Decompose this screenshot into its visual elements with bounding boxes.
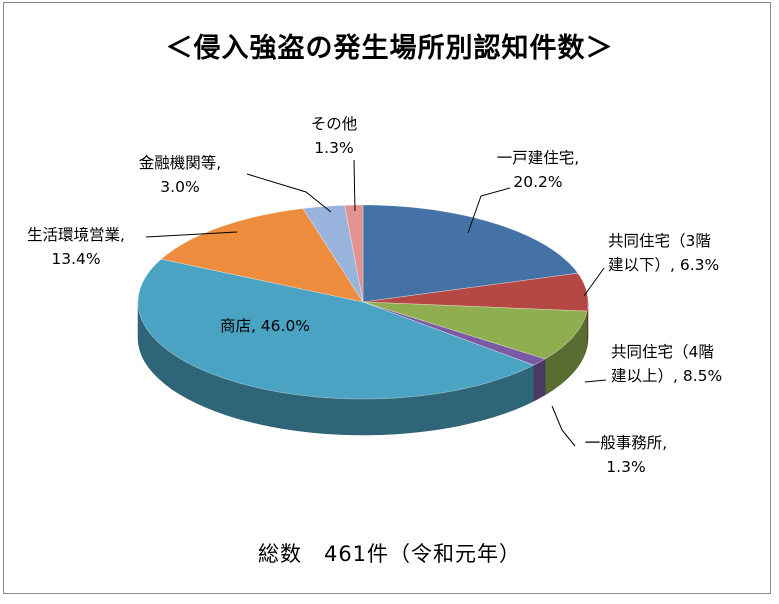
chart-subtitle: 総数 461件（令和元年） (257, 542, 522, 566)
pie-slice-5 (137, 258, 535, 400)
chart-title: ＜侵入強盗の発生場所別認知件数＞ (165, 33, 614, 64)
pie-labels: 一戸建住宅, 20.2% 共同住宅（3階建以下）, 6.3% 共同住宅（4階建以上）,… (27, 115, 722, 476)
slice-label-1: 一戸建住宅, 20.2% (497, 149, 579, 191)
pie-side-4 (533, 358, 546, 402)
slice-label-3: 共同住宅（4階建以上）, 8.5% (611, 343, 722, 385)
pie-slices (137, 204, 589, 400)
leader-line-7 (246, 173, 332, 213)
pie-slice-6 (160, 208, 364, 303)
slice-label-4: 一般事務所, 1.3% (585, 434, 667, 476)
slice-label-2: 共同住宅（3階建以下）, 6.3% (608, 232, 719, 274)
leader-line-4 (551, 405, 576, 447)
pie-slice-3 (362, 301, 588, 360)
pie-slice-4 (362, 301, 546, 366)
leader-line-1 (467, 187, 511, 234)
leader-line-6 (145, 231, 238, 238)
slice-label-7: 金融機関等, 3.0% (139, 154, 221, 196)
pie-slice-8 (344, 204, 364, 303)
pie-side-walls (137, 301, 589, 436)
pie-slice-1 (362, 204, 579, 303)
slice-label-6: 生活環境営業, 13.4% (27, 225, 125, 268)
leader-line-3 (584, 379, 607, 383)
slice-label-8: その他 1.3% (311, 115, 358, 157)
leader-line-2 (583, 267, 605, 297)
slice-label-5: 商店, 46.0% (220, 317, 310, 335)
leader-line-8 (353, 159, 356, 212)
